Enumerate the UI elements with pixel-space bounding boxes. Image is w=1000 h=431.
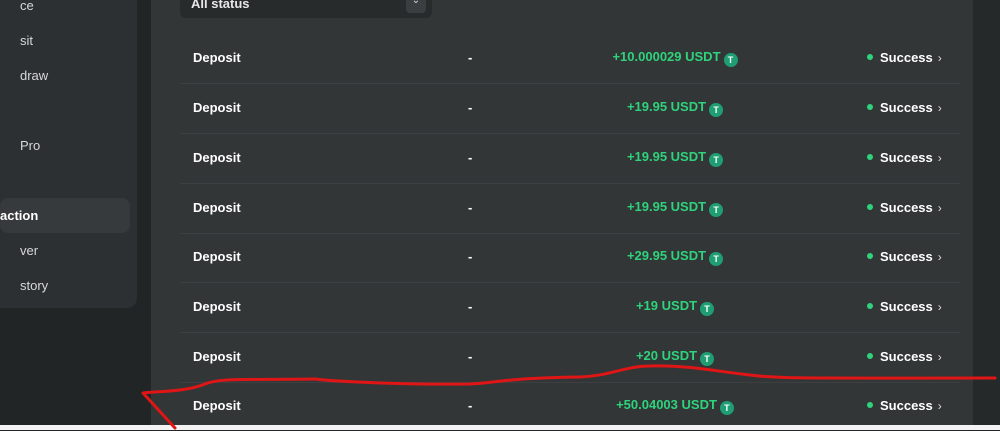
sidebar-item-history[interactable]: story <box>20 278 49 293</box>
transaction-status: Success › <box>867 349 942 364</box>
status-dot-icon <box>867 303 873 309</box>
amount-text: +19.95 USDT <box>626 99 707 114</box>
transaction-detail: - <box>468 299 473 314</box>
status-filter-value: All status <box>191 0 250 11</box>
transaction-type: Deposit <box>193 249 241 264</box>
chevron-right-icon[interactable]: › <box>937 350 942 364</box>
transaction-type: Deposit <box>193 349 241 364</box>
sidebar-item-deposit[interactable]: sit <box>20 33 33 48</box>
transaction-status: Success › <box>867 398 942 413</box>
chevron-right-icon[interactable]: › <box>937 300 942 314</box>
transaction-type: Deposit <box>193 200 241 215</box>
transaction-status: Success › <box>867 50 942 65</box>
transaction-status: Success › <box>867 249 942 264</box>
chevron-right-icon[interactable]: › <box>937 201 942 215</box>
tether-icon: T <box>709 252 724 266</box>
status-text: Success <box>880 200 933 215</box>
status-text: Success <box>880 398 933 413</box>
transaction-amount: +10.000029 USDT T <box>600 49 750 67</box>
sidebar-item-balance[interactable]: ce <box>20 0 34 13</box>
transaction-type: Deposit <box>193 398 241 413</box>
sidebar-item-pro[interactable]: Pro <box>20 138 41 153</box>
transaction-amount: +19.95 USDT T <box>600 199 750 217</box>
transaction-status: Success › <box>867 200 942 215</box>
status-text: Success <box>880 150 933 165</box>
chevron-right-icon[interactable]: › <box>937 399 942 413</box>
transaction-row[interactable]: Deposit - +19.95 USDT T Success › <box>180 83 960 134</box>
transaction-panel: All status ⌄ Deposit - +10.000029 USDT T … <box>151 0 973 425</box>
transaction-detail: - <box>468 200 473 215</box>
bottom-edge <box>0 425 1000 430</box>
chevron-right-icon[interactable]: › <box>937 250 942 264</box>
status-text: Success <box>880 249 933 264</box>
amount-text: +19.95 USDT <box>626 199 707 214</box>
transaction-detail: - <box>468 50 473 65</box>
transaction-detail: - <box>468 398 473 413</box>
status-dot-icon <box>867 154 873 160</box>
status-text: Success <box>880 349 933 364</box>
chevron-right-icon[interactable]: › <box>937 51 942 65</box>
transaction-status: Success › <box>867 299 942 314</box>
amount-text: +20 USDT <box>635 348 698 363</box>
transaction-amount: +29.95 USDT T <box>600 248 750 266</box>
amount-text: +10.000029 USDT <box>612 49 721 64</box>
tether-icon: T <box>700 352 715 366</box>
amount-text: +50.04003 USDT <box>616 397 717 412</box>
status-filter-dropdown[interactable]: All status ⌄ <box>180 0 432 18</box>
chevron-right-icon[interactable]: › <box>937 101 942 115</box>
tether-icon: T <box>709 153 724 167</box>
transaction-amount: +19.95 USDT T <box>600 149 750 167</box>
tether-icon: T <box>723 53 738 67</box>
status-dot-icon <box>867 104 873 110</box>
transaction-type: Deposit <box>193 299 241 314</box>
transaction-row[interactable]: Deposit - +19 USDT T Success › <box>180 282 960 333</box>
status-text: Success <box>880 299 933 314</box>
sidebar-item-withdraw[interactable]: draw <box>20 68 49 83</box>
transaction-status: Success › <box>867 100 942 115</box>
chevron-right-icon[interactable]: › <box>937 151 942 165</box>
tether-icon: T <box>709 203 724 217</box>
transaction-row[interactable]: Deposit - +19.95 USDT T Success › <box>180 183 960 234</box>
status-text: Success <box>880 50 933 65</box>
status-dot-icon <box>867 54 873 60</box>
transaction-detail: - <box>468 249 473 264</box>
amount-text: +19.95 USDT <box>626 149 707 164</box>
amount-text: +19 USDT <box>635 298 698 313</box>
status-text: Success <box>880 100 933 115</box>
transaction-type: Deposit <box>193 50 241 65</box>
transaction-row[interactable]: Deposit - +10.000029 USDT T Success › <box>180 33 960 84</box>
transaction-row[interactable]: Deposit - +19.95 USDT T Success › <box>180 133 960 184</box>
tether-icon: T <box>700 302 715 316</box>
sidebar-item-transaction[interactable]: action <box>0 198 130 233</box>
chevron-down-icon: ⌄ <box>406 0 426 13</box>
status-dot-icon <box>867 402 873 408</box>
transaction-type: Deposit <box>193 100 241 115</box>
transaction-amount: +20 USDT T <box>600 348 750 366</box>
transaction-detail: - <box>468 150 473 165</box>
amount-text: +29.95 USDT <box>626 248 707 263</box>
sidebar <box>0 0 137 308</box>
transaction-amount: +19.95 USDT T <box>600 99 750 117</box>
status-dot-icon <box>867 204 873 210</box>
transaction-detail: - <box>468 100 473 115</box>
transaction-row[interactable]: Deposit - +50.04003 USDT T Success › <box>180 381 960 431</box>
sidebar-item-ver[interactable]: ver <box>20 243 39 258</box>
status-dot-icon <box>867 353 873 359</box>
transaction-status: Success › <box>867 150 942 165</box>
page-background <box>973 0 1000 425</box>
transaction-row[interactable]: Deposit - +29.95 USDT T Success › <box>180 232 960 283</box>
transaction-type: Deposit <box>193 150 241 165</box>
status-dot-icon <box>867 253 873 259</box>
transaction-row[interactable]: Deposit - +20 USDT T Success › <box>180 332 960 383</box>
tether-icon: T <box>719 401 734 415</box>
transaction-amount: +50.04003 USDT T <box>600 397 750 415</box>
transaction-amount: +19 USDT T <box>600 298 750 316</box>
tether-icon: T <box>709 103 724 117</box>
transaction-detail: - <box>468 349 473 364</box>
